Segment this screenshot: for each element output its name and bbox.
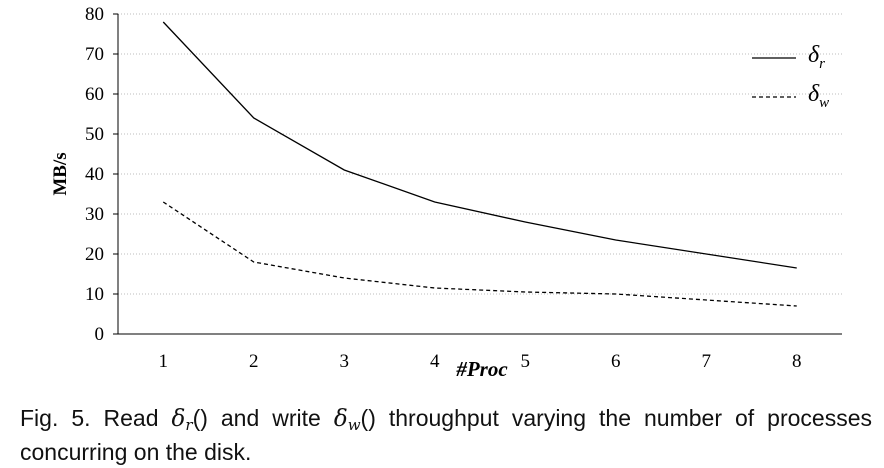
legend: δr δw xyxy=(752,42,829,111)
legend-read-sub: r xyxy=(819,56,825,72)
legend-write-symbol: δ xyxy=(808,81,820,107)
caption-mid: and write xyxy=(207,405,334,431)
x-tick-labels: 1 2 3 4 5 6 7 8 xyxy=(159,351,802,372)
chart-svg: 0 10 20 30 40 50 60 70 80 1 2 3 4 5 6 7 8 MB/s #Proc δr… xyxy=(50,4,842,381)
figure-caption: Fig. 5. Read δr() and write δw() through… xyxy=(20,405,872,466)
y-tick-labels: 0 10 20 30 40 50 60 70 80 xyxy=(85,4,118,345)
legend-label-read: δr xyxy=(808,42,825,72)
x-tick-label: 1 xyxy=(159,351,169,372)
x-axis-label: #Proc xyxy=(455,357,508,381)
y-tick-label: 60 xyxy=(85,84,104,105)
legend-read-symbol: δ xyxy=(808,42,820,68)
x-tick-label: 2 xyxy=(249,351,259,372)
x-tick-label: 6 xyxy=(611,351,621,372)
x-tick-label: 5 xyxy=(521,351,531,372)
y-tick-label: 20 xyxy=(85,244,104,265)
legend-label-write: δw xyxy=(808,81,829,111)
x-tick-label: 8 xyxy=(792,351,802,372)
x-tick-label: 3 xyxy=(340,351,350,372)
y-tick-label: 30 xyxy=(85,204,104,225)
y-tick-label: 50 xyxy=(85,124,104,145)
y-axis-label: MB/s xyxy=(50,152,71,195)
series-lines xyxy=(162,21,797,307)
series-line-write xyxy=(162,201,797,307)
y-tick-label: 0 xyxy=(95,324,105,345)
series-line-read xyxy=(162,21,797,269)
caption-write-symbol: δw xyxy=(333,406,361,434)
y-tick-label: 80 xyxy=(85,4,104,25)
gridlines xyxy=(118,13,842,295)
caption-prefix: Fig. 5. Read xyxy=(20,405,172,431)
chart: 0 10 20 30 40 50 60 70 80 1 2 3 4 5 6 7 8 MB/s #Proc δr… xyxy=(50,4,842,381)
y-tick-label: 40 xyxy=(85,164,104,185)
y-tick-label: 70 xyxy=(85,44,104,65)
legend-write-sub: w xyxy=(819,95,829,111)
caption-read-symbol: δr xyxy=(171,406,193,434)
caption-suffix: throughput varying the number of process… xyxy=(20,405,872,465)
caption-write-paren: () xyxy=(360,405,376,431)
y-tick-label: 10 xyxy=(85,284,104,305)
caption-read-paren: () xyxy=(192,405,208,431)
x-tick-label: 4 xyxy=(430,351,440,372)
x-tick-label: 7 xyxy=(702,351,712,372)
